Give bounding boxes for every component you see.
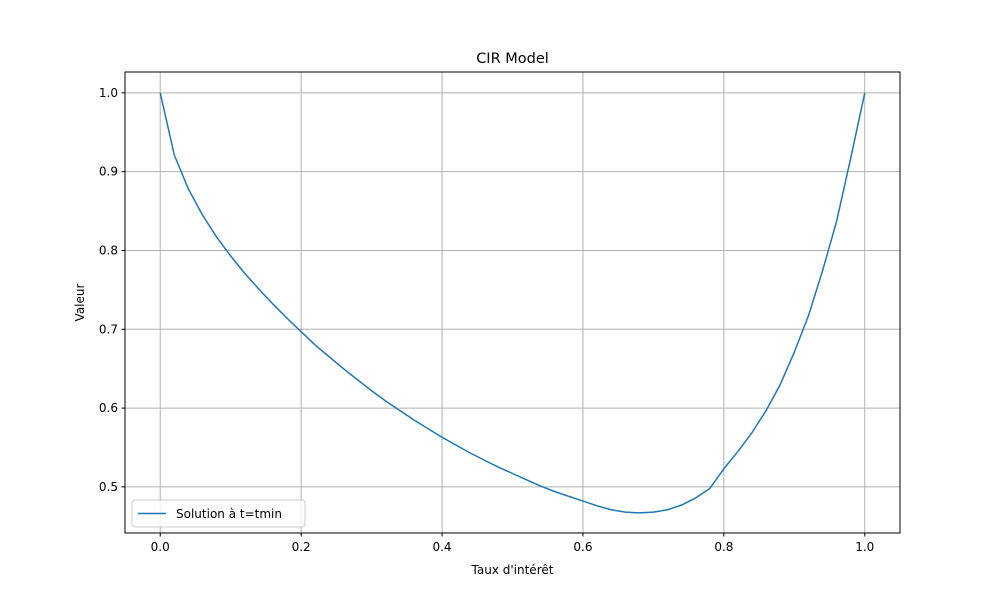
series-line bbox=[159, 92, 866, 514]
y-tick-label: 0.5 bbox=[99, 480, 118, 494]
y-tick-label: 0.6 bbox=[99, 401, 118, 415]
y-tick-label: 0.7 bbox=[99, 322, 118, 336]
legend: Solution à t=tmin bbox=[131, 499, 306, 528]
x-tick-label: 0.8 bbox=[714, 540, 733, 554]
x-tick-label: 0.4 bbox=[432, 540, 451, 554]
chart-title: CIR Model bbox=[476, 51, 549, 67]
x-tick-label: 0.6 bbox=[573, 540, 592, 554]
plot-frame bbox=[124, 71, 901, 534]
y-axis-label: Valeur bbox=[73, 283, 87, 321]
grid bbox=[125, 72, 900, 533]
y-tick-label: 0.9 bbox=[99, 165, 118, 179]
y-tick-label: 0.8 bbox=[99, 243, 118, 257]
series-layer bbox=[159, 92, 866, 514]
x-tick-label: 0.0 bbox=[151, 540, 170, 554]
x-tick-label: 0.2 bbox=[292, 540, 311, 554]
x-tick-label: 1.0 bbox=[855, 540, 874, 554]
legend-box bbox=[131, 499, 306, 528]
x-axis-label: Taux d'intérêt bbox=[471, 563, 554, 577]
x-axis-ticks: 0.0 0.2 0.4 0.6 0.8 1.0 bbox=[151, 533, 874, 554]
y-tick-label: 1.0 bbox=[99, 86, 118, 100]
y-axis-ticks: 0.5 0.6 0.7 0.8 0.9 1.0 bbox=[99, 86, 125, 494]
legend-label: Solution à t=tmin bbox=[176, 507, 282, 521]
